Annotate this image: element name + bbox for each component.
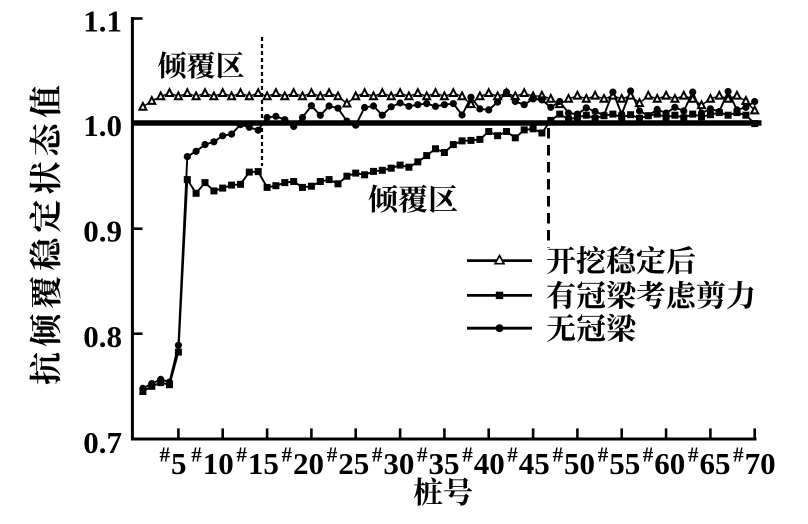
svg-text:0.9: 0.9 bbox=[83, 214, 122, 249]
svg-text:15: 15 bbox=[248, 446, 279, 481]
svg-text:20: 20 bbox=[293, 446, 324, 481]
svg-text:35: 35 bbox=[429, 446, 460, 481]
svg-text:30: 30 bbox=[383, 446, 414, 481]
svg-text:0.8: 0.8 bbox=[83, 319, 122, 354]
svg-text:1.0: 1.0 bbox=[83, 108, 122, 143]
svg-text:1.1: 1.1 bbox=[83, 4, 122, 39]
svg-text:#: # bbox=[643, 443, 654, 467]
svg-text:55: 55 bbox=[609, 446, 640, 481]
svg-text:5: 5 bbox=[171, 446, 187, 481]
svg-text:60: 60 bbox=[654, 446, 685, 481]
svg-text:#: # bbox=[191, 443, 202, 467]
svg-text:25: 25 bbox=[338, 446, 369, 481]
svg-text:#: # bbox=[160, 443, 171, 467]
svg-text:#: # bbox=[553, 443, 564, 467]
svg-text:#: # bbox=[417, 443, 428, 467]
svg-text:#: # bbox=[372, 443, 383, 467]
svg-text:#: # bbox=[236, 443, 247, 467]
svg-text:#: # bbox=[733, 443, 744, 467]
svg-text:#: # bbox=[507, 443, 518, 467]
svg-text:10: 10 bbox=[203, 446, 234, 481]
svg-text:0.7: 0.7 bbox=[83, 425, 122, 460]
svg-text:#: # bbox=[598, 443, 609, 467]
svg-text:50: 50 bbox=[564, 446, 595, 481]
svg-text:#: # bbox=[327, 443, 338, 467]
svg-text:70: 70 bbox=[745, 446, 776, 481]
svg-text:45: 45 bbox=[519, 446, 550, 481]
svg-text:65: 65 bbox=[700, 446, 731, 481]
svg-text:#: # bbox=[688, 443, 699, 467]
svg-text:#: # bbox=[282, 443, 293, 467]
svg-text:#: # bbox=[462, 443, 473, 467]
svg-text:40: 40 bbox=[474, 446, 505, 481]
